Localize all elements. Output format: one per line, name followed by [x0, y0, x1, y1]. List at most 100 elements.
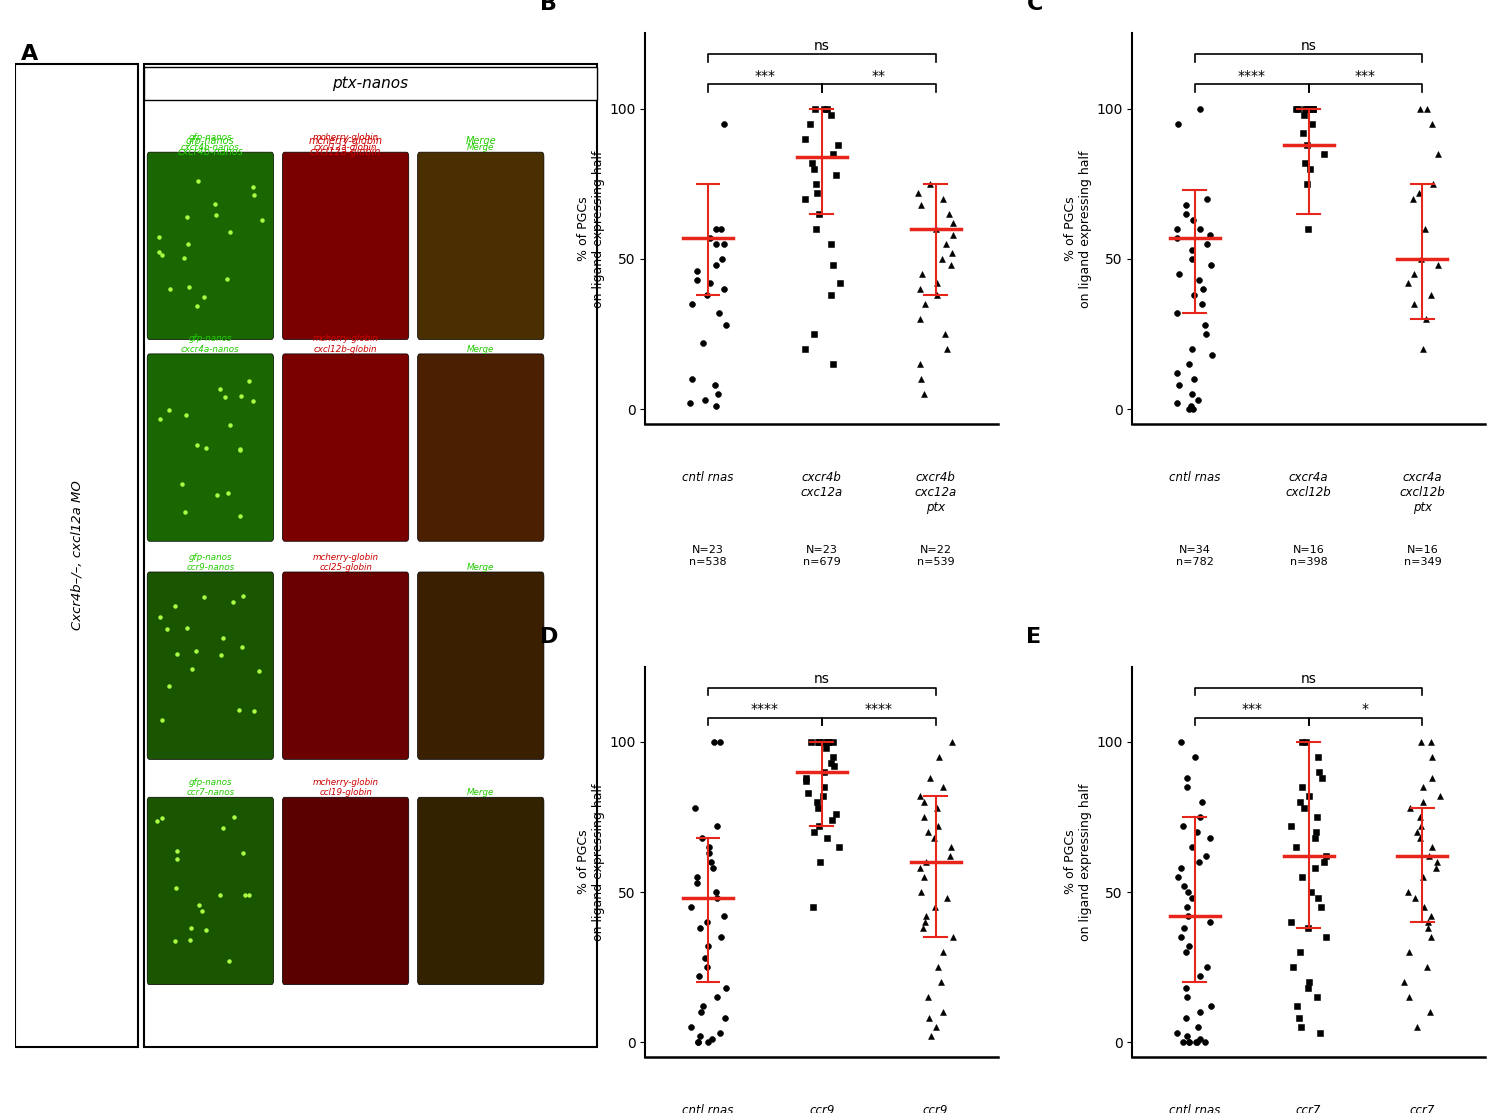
Point: [704, 883, 728, 900]
Point: [1290, 732, 1314, 750]
Point: [690, 829, 714, 847]
Point: [1305, 889, 1329, 907]
Point: [1188, 853, 1212, 870]
Text: gfp-nanos
cxcr4b-nanos: gfp-nanos cxcr4b-nanos: [182, 132, 240, 152]
Point: [909, 787, 933, 805]
Point: [708, 1024, 732, 1042]
Point: [693, 392, 717, 410]
Point: [1312, 853, 1336, 870]
Point: [821, 256, 844, 274]
Point: [1408, 250, 1432, 268]
Text: Merge: Merge: [466, 788, 495, 797]
Point: [1182, 401, 1206, 418]
Point: [1185, 823, 1209, 840]
Point: [708, 220, 732, 238]
Point: [1185, 1033, 1209, 1051]
Point: [1306, 762, 1330, 780]
Point: [1176, 907, 1200, 925]
Point: [1314, 928, 1338, 946]
Text: ***: ***: [1354, 69, 1376, 83]
Point: [932, 943, 956, 961]
Point: [815, 100, 839, 118]
Point: [1198, 256, 1222, 274]
Point: [1298, 787, 1322, 805]
Text: N=16
n=349: N=16 n=349: [1404, 545, 1441, 567]
Point: [794, 130, 818, 148]
Point: [1308, 1024, 1332, 1042]
Point: [1176, 937, 1200, 955]
Point: [1296, 919, 1320, 937]
Point: [1200, 346, 1224, 364]
Point: [808, 853, 832, 870]
Point: [1179, 341, 1203, 358]
Text: mcherry-globin
cxcl12a-globin: mcherry-globin cxcl12a-globin: [312, 132, 378, 152]
Text: A: A: [21, 43, 38, 63]
Point: [1402, 295, 1426, 313]
Point: [940, 244, 964, 262]
Text: ccr7
ccl19
ptx: ccr7 ccl19 ptx: [1407, 1104, 1438, 1113]
Point: [1302, 100, 1326, 118]
Text: gfp-nanos
cxcr4b-nanos: gfp-nanos cxcr4b-nanos: [177, 136, 243, 157]
Point: [816, 829, 840, 847]
Bar: [15, 65, 138, 1047]
Point: [1197, 829, 1221, 847]
Y-axis label: % of PGCs
on ligand expressing half: % of PGCs on ligand expressing half: [578, 150, 604, 307]
Point: [1286, 100, 1310, 118]
Text: ***: ***: [754, 69, 776, 83]
Point: [1284, 100, 1308, 118]
Point: [926, 817, 950, 835]
Point: [1298, 100, 1322, 118]
Point: [909, 371, 933, 388]
Point: [819, 235, 843, 253]
Point: [1406, 1018, 1429, 1036]
Point: [1191, 295, 1215, 313]
Text: ***: ***: [1240, 702, 1262, 716]
Point: [1188, 1031, 1212, 1048]
Point: [1416, 919, 1440, 937]
FancyBboxPatch shape: [417, 152, 544, 339]
Point: [924, 220, 948, 238]
Point: [1419, 928, 1443, 946]
Point: [918, 769, 942, 787]
Point: [918, 175, 942, 193]
Point: [1413, 220, 1437, 238]
Point: [1198, 997, 1222, 1015]
Point: [1299, 883, 1323, 900]
Point: [680, 1018, 703, 1036]
Point: [914, 295, 938, 313]
Point: [910, 919, 934, 937]
Point: [1420, 769, 1444, 787]
Point: [1419, 732, 1443, 750]
Point: [912, 808, 936, 826]
Point: [682, 799, 706, 817]
Point: [824, 166, 848, 184]
FancyBboxPatch shape: [147, 797, 273, 985]
Point: [906, 184, 930, 201]
Point: [714, 316, 738, 334]
Point: [1184, 748, 1208, 766]
Point: [698, 274, 721, 292]
Point: [924, 1018, 948, 1036]
Point: [802, 325, 826, 343]
Point: [1407, 184, 1431, 201]
Point: [712, 907, 736, 925]
Point: [928, 973, 952, 991]
Point: [1166, 1024, 1190, 1042]
Point: [686, 1033, 709, 1051]
Point: [816, 732, 840, 750]
Point: [1300, 115, 1324, 132]
Bar: [144, 67, 597, 100]
Point: [1288, 943, 1312, 961]
Point: [827, 838, 850, 856]
Point: [1166, 229, 1190, 247]
Point: [1288, 1018, 1312, 1036]
Point: [819, 811, 843, 829]
Point: [1310, 898, 1334, 916]
Point: [712, 1009, 736, 1027]
Point: [1402, 889, 1426, 907]
Point: [933, 325, 957, 343]
Point: [794, 769, 818, 787]
Text: B: B: [540, 0, 556, 14]
Point: [700, 859, 724, 877]
Text: **: **: [871, 69, 885, 83]
